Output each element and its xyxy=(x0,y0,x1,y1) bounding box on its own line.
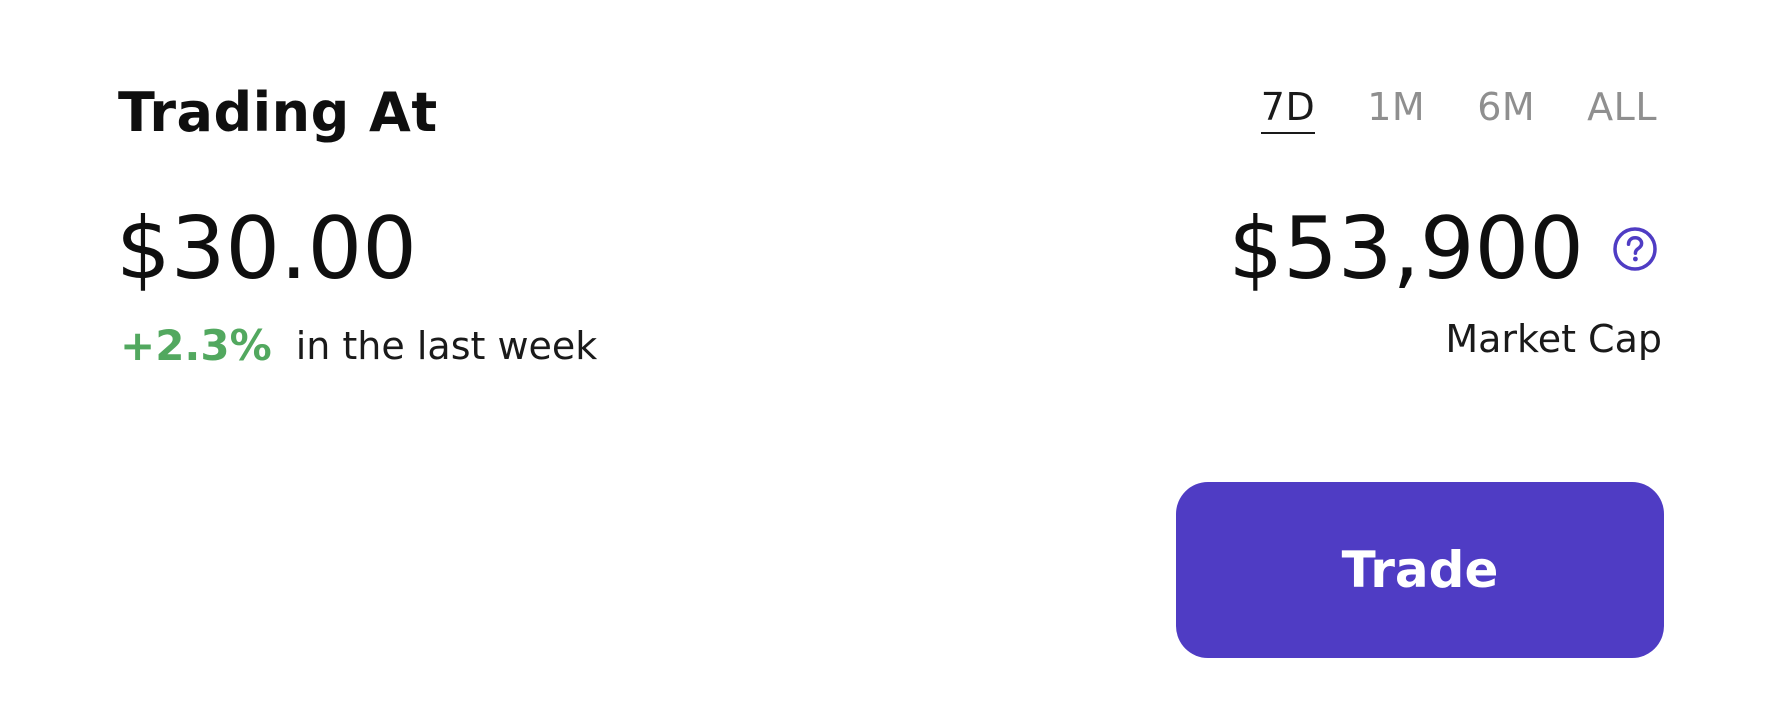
price-change-percent: +2.3% xyxy=(120,321,272,370)
tab-7d[interactable]: 7D xyxy=(1260,88,1316,134)
market-cap-row: $53,900 xyxy=(1228,206,1658,292)
market-cap-value: $53,900 xyxy=(1228,199,1584,299)
tab-all[interactable]: ALL xyxy=(1587,85,1657,129)
card-title: Trading At xyxy=(118,81,438,144)
current-price: $30.00 xyxy=(116,199,417,299)
tab-1m[interactable]: 1M xyxy=(1367,85,1426,129)
price-change-row: +2.3% in the last week xyxy=(120,322,597,370)
trade-button[interactable]: Trade xyxy=(1176,482,1664,658)
time-range-tabs: 7D 1M 6M ALL xyxy=(1260,85,1657,134)
price-change-period: in the last week xyxy=(295,324,598,368)
market-cap-label: Market Cap xyxy=(1445,317,1662,361)
question-circle-icon[interactable] xyxy=(1612,226,1658,272)
tab-6m[interactable]: 6M xyxy=(1477,85,1536,129)
